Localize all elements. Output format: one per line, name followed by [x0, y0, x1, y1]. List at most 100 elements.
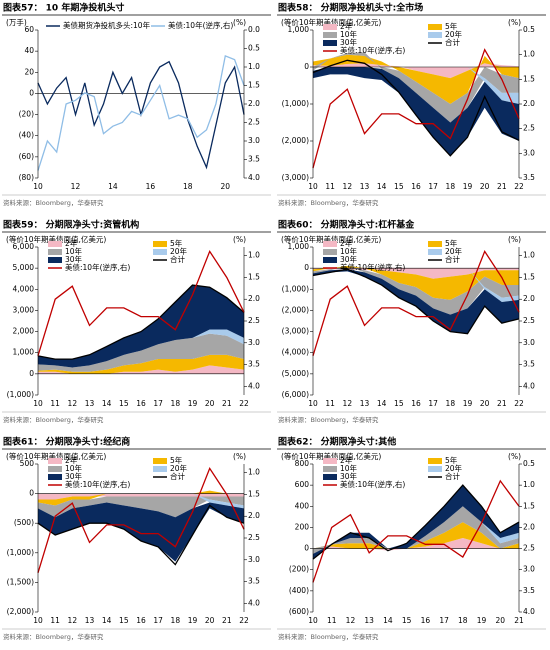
x-tick-label: 10: [308, 399, 318, 408]
y2-tick-label: 2.5: [248, 316, 260, 325]
x-tick-label: 17: [439, 616, 449, 625]
x-tick-label: 21: [514, 616, 524, 625]
y2-tick-label: 3.5: [248, 577, 260, 586]
x-tick-label: 17: [153, 399, 163, 408]
legend-swatch: [48, 249, 62, 255]
legend-label: 美债:10年(逆序,右): [168, 20, 233, 30]
legend-swatch: [48, 474, 62, 480]
x-tick-label: 20: [205, 399, 215, 408]
x-tick-label: 15: [119, 399, 129, 408]
y-tick-label: (500): [14, 518, 34, 527]
legend-swatch: [323, 466, 337, 472]
x-tick-label: 12: [71, 182, 81, 191]
legend-swatch: [323, 257, 337, 263]
series-line: [37, 284, 245, 360]
panel-title: 图表57： 10 年期净投机头寸: [3, 2, 124, 14]
y2-tick-label: 1.5: [523, 501, 535, 510]
stack-area: [313, 266, 519, 315]
x-tick-label: 22: [514, 399, 524, 408]
y2-tick-label: 2.0: [523, 522, 535, 531]
stack-area: [313, 485, 519, 560]
y2-tick-label: 1.0: [523, 50, 535, 59]
y-unit: (等价10年期美债面值,亿美元): [281, 451, 381, 461]
y-tick-label: 800: [295, 459, 310, 468]
x-tick-label: 14: [383, 616, 393, 625]
x-tick-label: 11: [50, 399, 60, 408]
panel-title: 图表59： 分期限净头寸:资管机构: [3, 219, 139, 231]
source: 资料来源：Bloomberg，华泰研究: [278, 632, 379, 641]
y2-unit: (%): [508, 452, 521, 461]
x-tick-label: 10: [33, 399, 43, 408]
legend-label: 2年: [340, 238, 353, 248]
x-tick-label: 15: [402, 616, 412, 625]
legend-swatch: [153, 241, 167, 247]
y2-tick-label: 3.5: [523, 360, 535, 369]
legend-swatch: [428, 24, 442, 30]
x-tick-label: 19: [463, 182, 473, 191]
y2-tick-label: 3.5: [248, 360, 260, 369]
x-tick-label: 18: [171, 616, 181, 625]
y2-tick-label: 3.0: [523, 338, 535, 347]
legend-swatch: [428, 241, 442, 247]
y2-tick-label: 1.5: [523, 74, 535, 83]
y-tick-label: (80): [19, 173, 34, 182]
y-tick-label: (1,500): [7, 577, 34, 586]
legend-label: 20年: [445, 29, 463, 39]
x-tick-label: 10: [308, 616, 318, 625]
y-tick-label: (1,000): [7, 548, 34, 557]
stack-area: [313, 269, 519, 334]
legend-label: 合计: [170, 471, 185, 481]
x-tick-label: 14: [377, 182, 387, 191]
x-tick-label: 20: [480, 399, 490, 408]
x-tick-label: 21: [497, 399, 507, 408]
legend-label: 合计: [445, 254, 460, 264]
legend-label: 30年: [65, 254, 83, 264]
y2-tick-label: 3.0: [523, 148, 535, 157]
x-tick-label: 16: [411, 182, 421, 191]
stack-area: [38, 354, 244, 374]
y2-tick-label: 3.5: [523, 173, 535, 182]
y2-tick-label: 3.0: [248, 555, 260, 564]
y2-tick-label: 4.0: [248, 173, 260, 182]
series-line: [312, 479, 520, 583]
x-tick-label: 20: [480, 182, 490, 191]
y-tick-label: 1,000: [288, 242, 310, 251]
source: 资料来源：Bloomberg，华泰研究: [3, 415, 104, 424]
y-tick-label: 0: [29, 489, 34, 498]
legend-swatch: [428, 458, 442, 464]
y2-tick-label: 4.0: [248, 381, 260, 390]
y-tick-label: (2,000): [282, 136, 309, 145]
y2-tick-label: 1.0: [523, 480, 535, 489]
y2-tick-label: 3.5: [248, 155, 260, 164]
legend-swatch: [153, 458, 167, 464]
legend-label: 5年: [170, 238, 183, 248]
legend-swatch: [153, 249, 167, 255]
x-tick-label: 22: [514, 182, 524, 191]
panel-title: 图表58： 分期限净投机头寸:全市场: [278, 2, 423, 14]
y-tick-label: (1,000): [282, 284, 309, 293]
x-tick-label: 12: [68, 616, 78, 625]
series-line: [312, 484, 520, 560]
x-tick-label: 22: [239, 616, 249, 625]
y-tick-label: (4,000): [282, 348, 309, 357]
y-tick-label: (40): [19, 131, 34, 140]
stack-area: [38, 490, 244, 506]
panel-title: 图表61： 分期限净头寸:经纪商: [3, 436, 130, 448]
series-line: [37, 249, 245, 356]
legend-swatch: [323, 32, 337, 38]
y2-tick-label: 1.5: [248, 272, 260, 281]
x-tick-label: 21: [222, 399, 232, 408]
x-tick-label: 14: [108, 182, 118, 191]
x-tick-label: 13: [360, 399, 370, 408]
y2-tick-label: 2.0: [248, 511, 260, 520]
x-tick-label: 20: [495, 616, 505, 625]
y-tick-label: 0: [304, 62, 309, 71]
series-line: [312, 59, 520, 157]
series-line: [37, 504, 245, 566]
stack-area: [313, 54, 519, 104]
x-tick-label: 19: [463, 399, 473, 408]
stack-area: [38, 502, 244, 562]
y2-unit: (%): [508, 235, 521, 244]
y-tick-label: 0: [304, 263, 309, 272]
legend-swatch: [323, 24, 337, 30]
